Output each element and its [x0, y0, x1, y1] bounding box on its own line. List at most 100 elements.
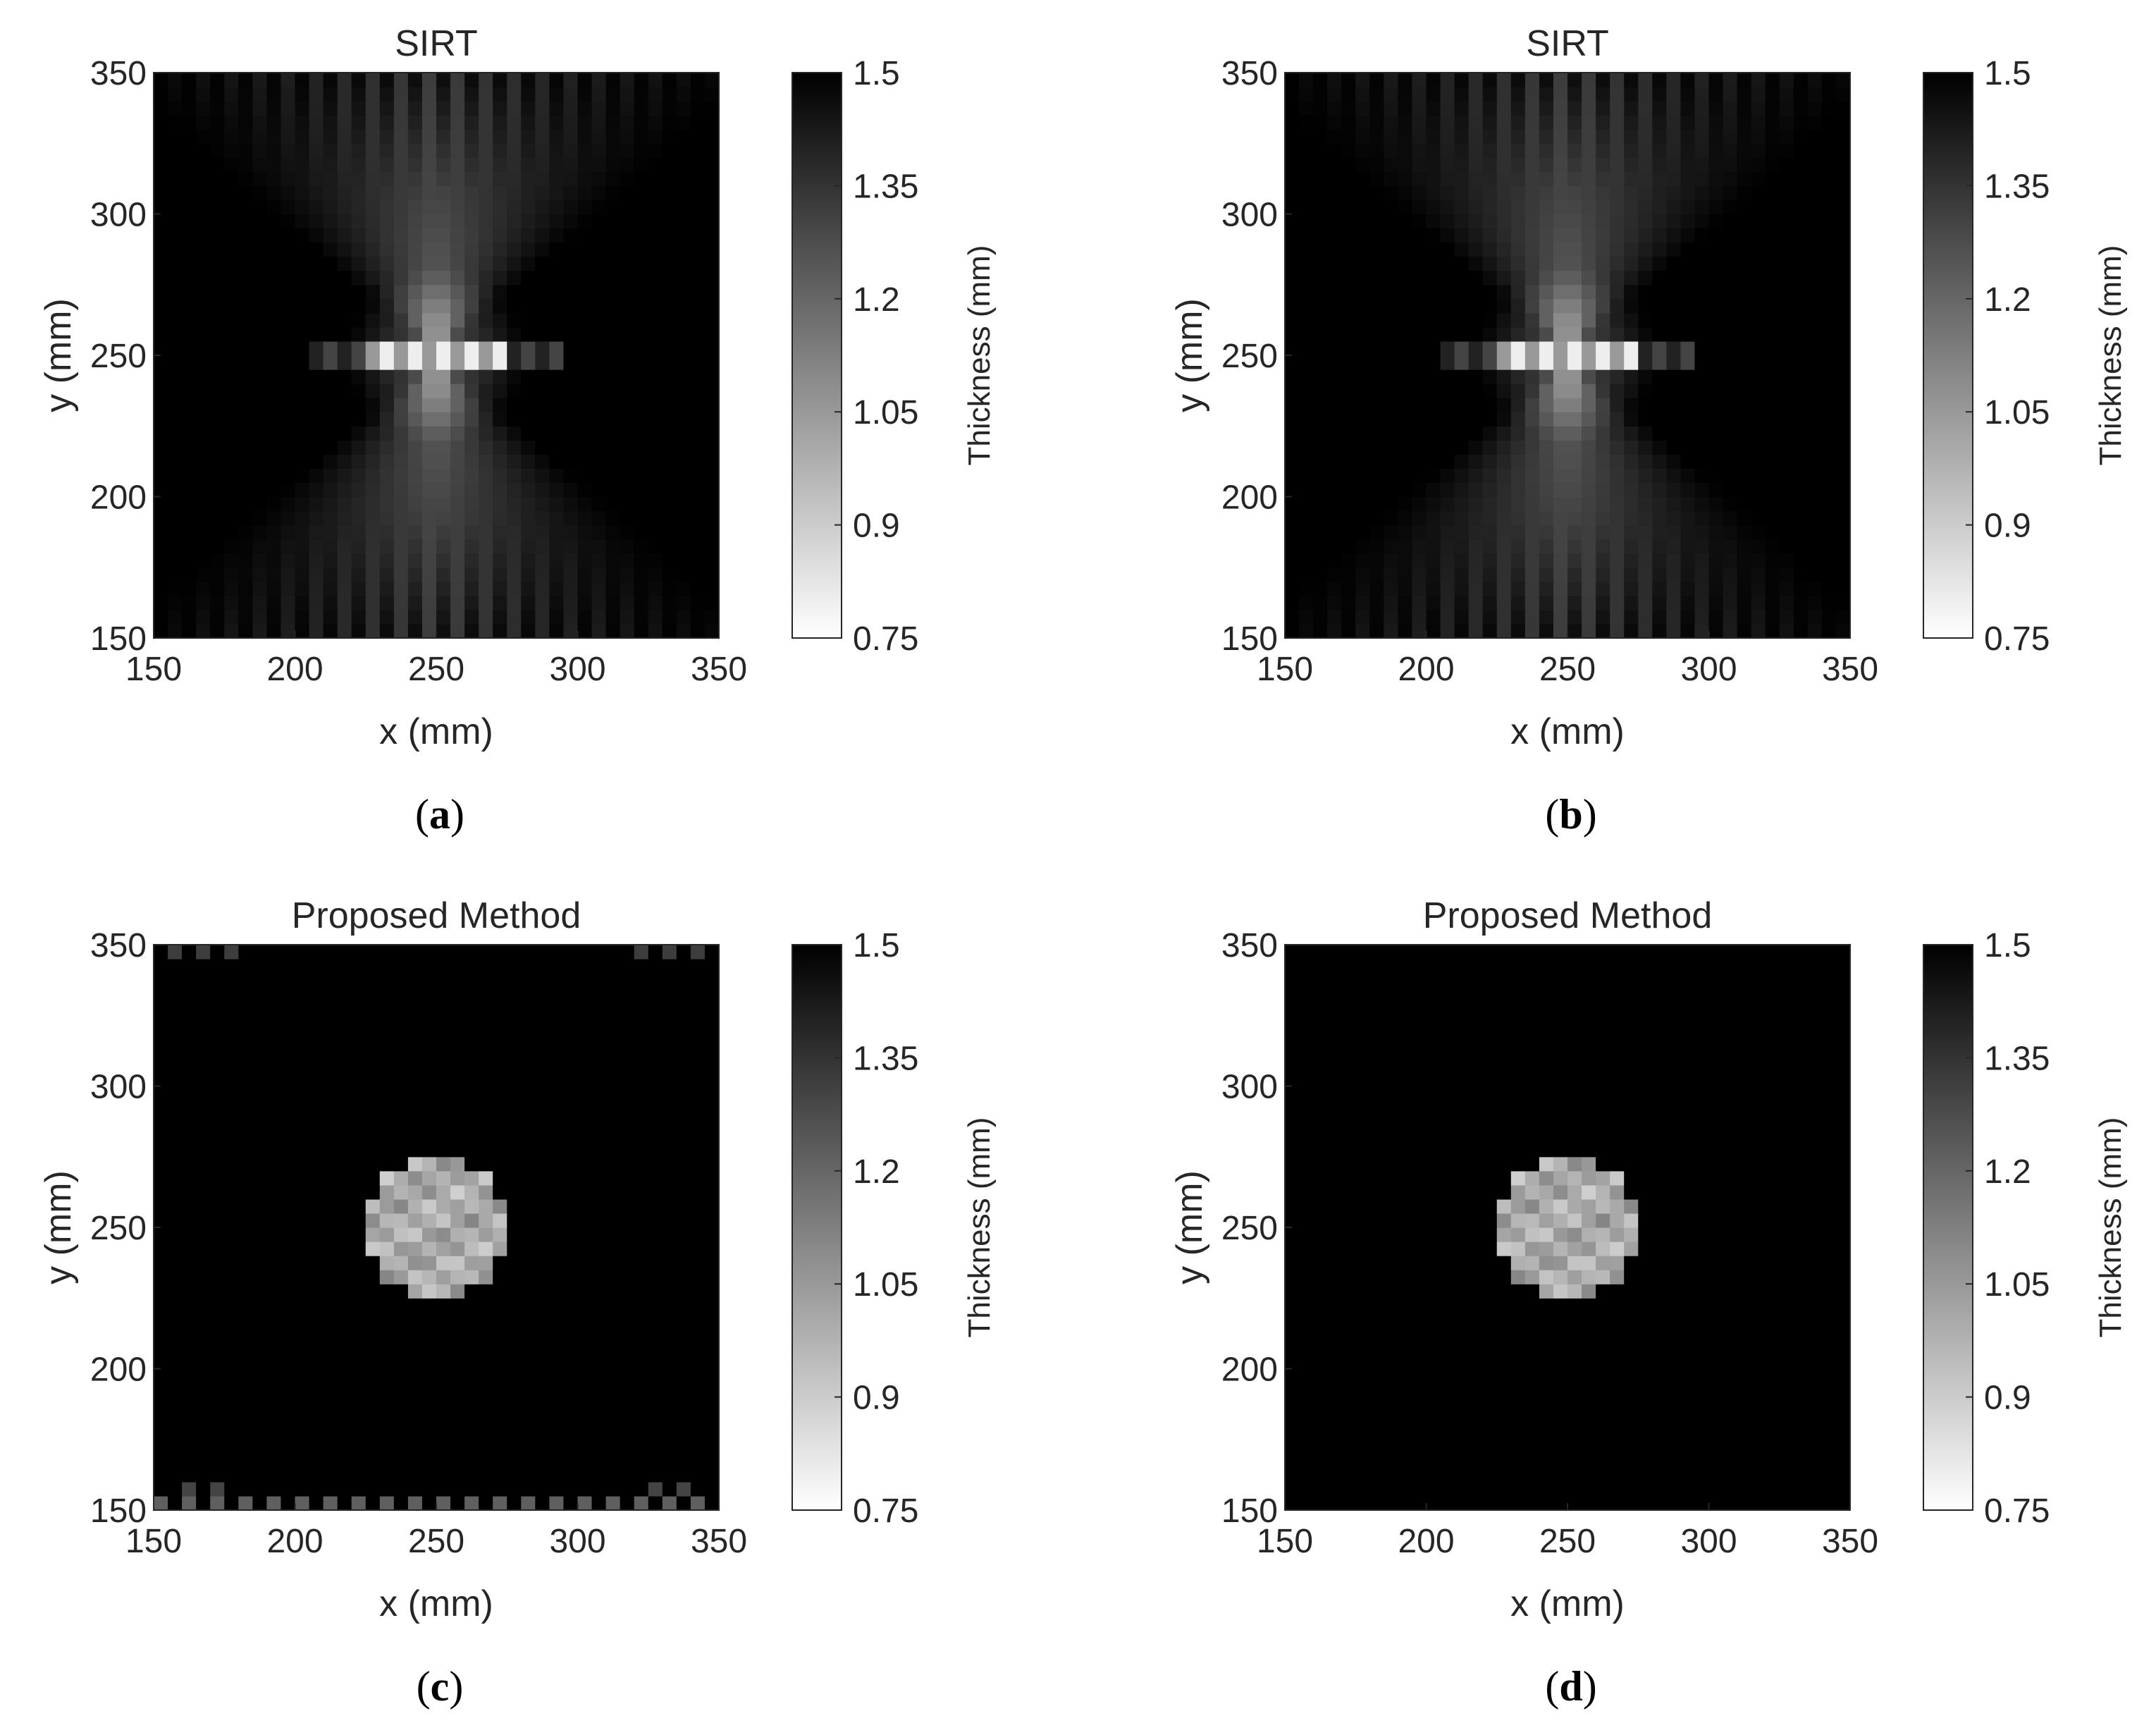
heatmap-cell [421, 228, 437, 243]
heatmap-cell [421, 1241, 437, 1256]
heatmap-cell [281, 185, 296, 201]
heatmap-cell [634, 1213, 649, 1228]
heatmap-cell [168, 298, 183, 314]
heatmap-cell [1384, 129, 1398, 144]
heatmap-cell [1369, 129, 1384, 144]
heatmap-cell [521, 1241, 536, 1256]
heatmap-cell [323, 1086, 338, 1101]
heatmap-cell [648, 1284, 663, 1299]
heatmap-cell [450, 1213, 465, 1228]
heatmap-cell [620, 1001, 635, 1016]
heatmap-cell [281, 1015, 296, 1030]
heatmap-cell [252, 525, 267, 540]
heatmap-cell [323, 1326, 338, 1341]
heatmap-cell [690, 73, 706, 87]
heatmap-cell [1610, 567, 1625, 582]
heatmap-cell [281, 101, 296, 116]
x-tick-label: 300 [549, 1523, 605, 1560]
heatmap-cell [1384, 326, 1398, 342]
heatmap-cell [1454, 185, 1470, 201]
heatmap-cell [1553, 214, 1568, 229]
heatmap-cell [479, 609, 493, 625]
heatmap-cell [507, 987, 522, 1002]
heatmap-cell [309, 242, 324, 257]
heatmap-cell [1426, 157, 1441, 172]
heatmap-cell [535, 1467, 550, 1483]
heatmap-cell [464, 228, 479, 243]
heatmap-cell [549, 1086, 565, 1101]
heatmap-cell [1821, 355, 1837, 370]
heatmap-cell [379, 987, 395, 1002]
heatmap-cell [266, 1072, 282, 1087]
heatmap-cell [1624, 482, 1639, 498]
heatmap-cell [1751, 143, 1766, 158]
heatmap-cell [252, 284, 267, 300]
heatmap-cell [648, 1481, 663, 1497]
heatmap-cell [351, 1368, 366, 1384]
heatmap-cell [1426, 623, 1441, 639]
heatmap-cell [1299, 171, 1314, 186]
heatmap-cell [365, 73, 381, 87]
heatmap-cell [196, 454, 211, 469]
heatmap-cell [1582, 355, 1596, 370]
heatmap-cell [1751, 157, 1766, 172]
heatmap-cell [690, 1256, 706, 1270]
heatmap-cell [281, 200, 296, 215]
heatmap-cell [168, 256, 183, 271]
heatmap-cell [1680, 384, 1696, 398]
heatmap-cell [168, 468, 183, 484]
heatmap-cell [295, 553, 310, 568]
heatmap-cell [479, 1481, 493, 1497]
heatmap-cell [648, 1298, 663, 1313]
heatmap-cell [393, 1198, 409, 1214]
heatmap-cell [521, 143, 536, 158]
heatmap-cell [210, 1425, 225, 1440]
heatmap-cell [605, 214, 621, 229]
heatmap-cell [1694, 228, 1710, 243]
heatmap-cell [1341, 242, 1356, 257]
heatmap-cell [407, 129, 423, 144]
heatmap-cell [365, 101, 381, 116]
heatmap-cell [210, 1213, 225, 1228]
heatmap-cell [436, 945, 451, 959]
heatmap-cell [535, 1382, 550, 1398]
heatmap-cell [295, 1029, 310, 1044]
heatmap-cell [1680, 609, 1696, 625]
heatmap-cell [421, 482, 437, 498]
heatmap-cell [1765, 553, 1780, 568]
heatmap-cell [393, 1481, 409, 1497]
heatmap-cell [563, 270, 579, 286]
heatmap-cell [238, 539, 253, 554]
heatmap-cell [1440, 185, 1455, 201]
heatmap-cell [1708, 454, 1724, 469]
heatmap-cell [521, 1439, 536, 1454]
heatmap-cell [1482, 242, 1498, 257]
heatmap-cell [1652, 157, 1667, 172]
heatmap-cell [563, 1057, 579, 1073]
heatmap-cell [634, 1312, 649, 1327]
heatmap-cell [309, 87, 324, 102]
heatmap-cell [1313, 326, 1328, 342]
heatmap-cell [351, 87, 366, 102]
heatmap-cell [1596, 595, 1610, 611]
heatmap-cell [379, 468, 395, 484]
heatmap-cell [323, 256, 338, 271]
heatmap-cell [634, 171, 649, 186]
heatmap-cell [1510, 482, 1526, 498]
heatmap-cell [549, 1043, 565, 1058]
heatmap-cell [577, 426, 593, 441]
heatmap-cell [351, 539, 366, 554]
heatmap-cell [493, 312, 507, 328]
heatmap-cell [648, 496, 663, 512]
heatmap-cell [1496, 468, 1512, 484]
heatmap-cell [1524, 115, 1540, 130]
heatmap-cell [704, 129, 720, 144]
heatmap-cell [563, 1001, 579, 1016]
heatmap-cell [238, 1326, 253, 1341]
heatmap-cell [704, 1481, 720, 1497]
heatmap-cell [196, 1057, 211, 1073]
heatmap-cell [1496, 369, 1512, 384]
heatmap-cell [1426, 496, 1441, 512]
heatmap-cell [591, 101, 607, 116]
heatmap-cell [1624, 101, 1639, 116]
